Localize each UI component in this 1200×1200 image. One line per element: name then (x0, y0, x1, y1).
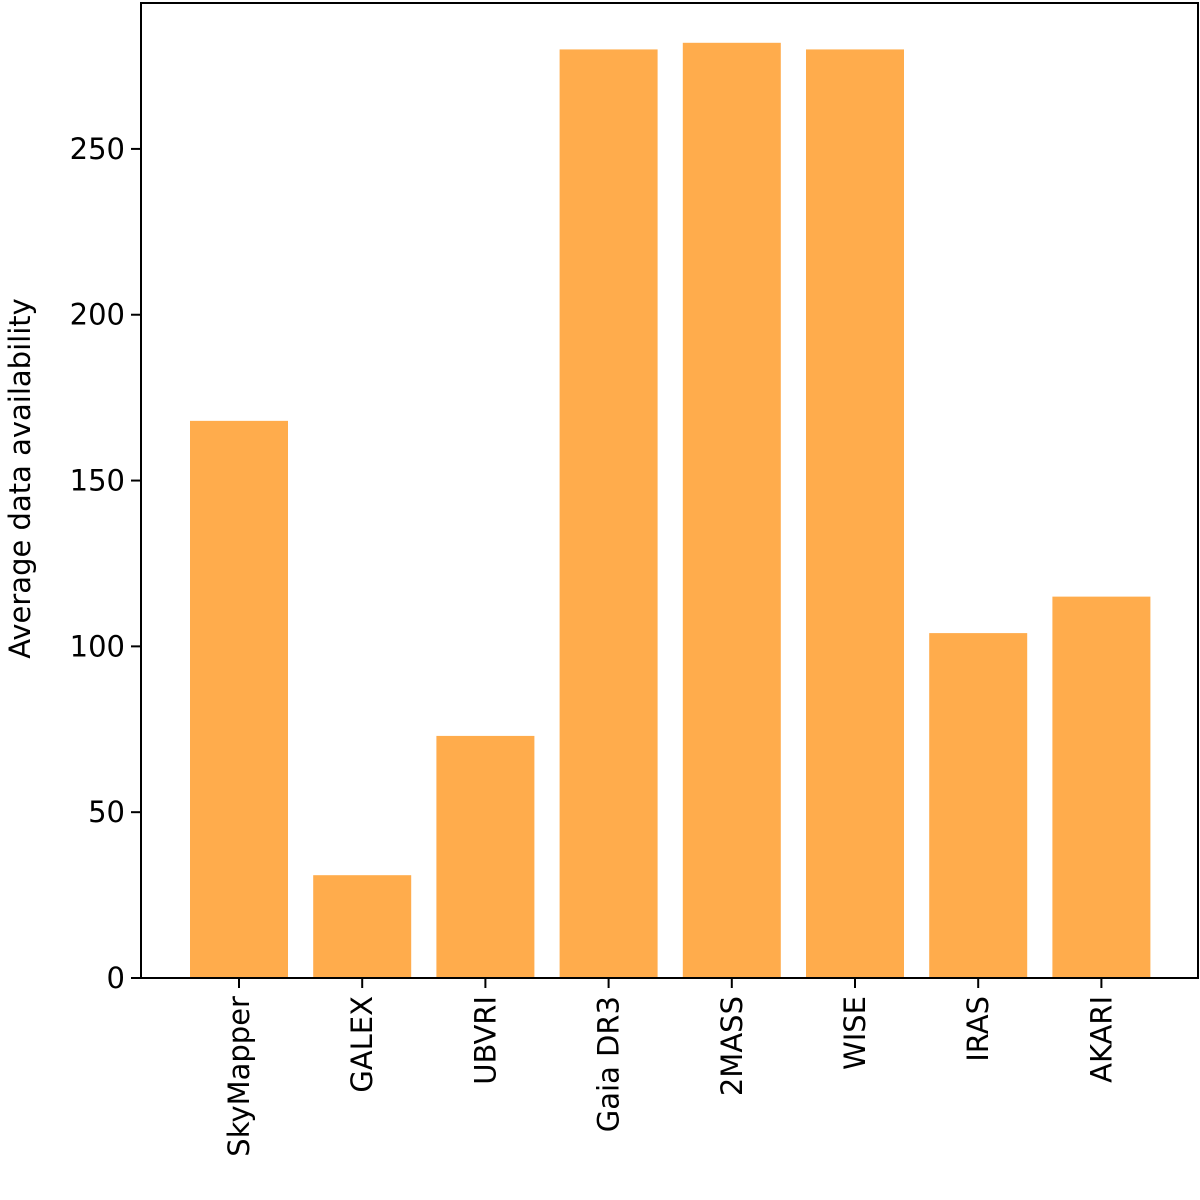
bar-wise (806, 49, 904, 978)
x-tick-label: UBVRI (468, 996, 502, 1085)
y-axis-label: Average data availability (3, 298, 37, 659)
x-tick-label: SkyMapper (222, 996, 256, 1157)
bar-akari (1052, 596, 1151, 978)
bar-ubvri (436, 735, 535, 978)
x-tick-label: GALEX (345, 996, 379, 1093)
bar-skymapper (190, 420, 288, 978)
x-tick-label: AKARI (1084, 996, 1118, 1083)
y-tick-label: 200 (70, 298, 125, 332)
bar-2mass (682, 42, 781, 979)
y-axis-ticks: 0 50 100 150 200 250 (70, 132, 141, 995)
x-axis-ticks: SkyMapper GALEX UBVRI Gaia DR3 2MASS WISE IRAS… (222, 978, 1118, 1157)
x-tick-label: IRAS (961, 996, 995, 1062)
y-tick-label: 0 (107, 961, 125, 995)
bar-iras (929, 633, 1028, 978)
x-tick-label: 2MASS (715, 996, 749, 1096)
y-tick-label: 100 (70, 629, 125, 663)
bar-gaia-dr3 (559, 49, 658, 978)
plot-frame (140, 2, 1199, 979)
x-tick-label: WISE (838, 996, 872, 1070)
bars-group (190, 42, 1151, 979)
bar-galex (313, 875, 412, 978)
x-tick-label: Gaia DR3 (592, 996, 626, 1132)
y-tick-label: 50 (88, 795, 125, 829)
y-tick-label: 150 (70, 464, 125, 498)
y-tick-label: 250 (70, 132, 125, 166)
